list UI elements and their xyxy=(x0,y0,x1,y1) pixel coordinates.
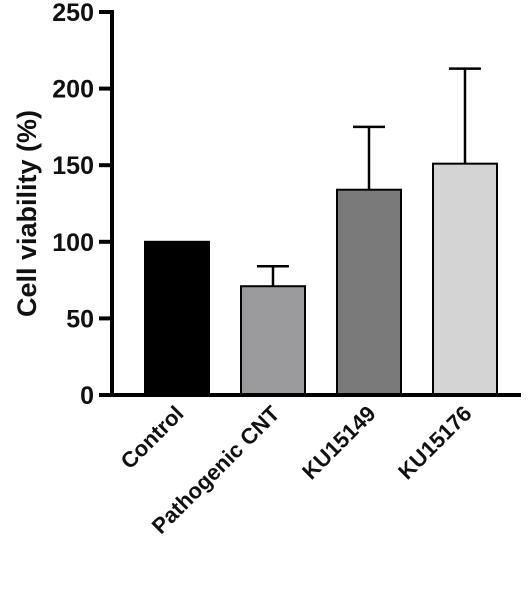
x-category-label: KU15176 xyxy=(393,401,476,484)
bar xyxy=(336,188,402,396)
y-axis-ticks: 0 50 100 150 200 250 xyxy=(52,0,112,410)
y-axis-title: Cell viability (%) xyxy=(12,110,42,317)
x-category-label: Control xyxy=(116,401,189,474)
error-bars xyxy=(257,67,481,287)
y-tick-label: 50 xyxy=(66,305,94,333)
y-tick-label: 150 xyxy=(52,152,94,180)
bar xyxy=(240,285,306,396)
y-tick-label: 0 xyxy=(80,382,94,410)
y-tick-label: 100 xyxy=(52,229,94,257)
bar xyxy=(144,240,210,396)
x-category-label: KU15149 xyxy=(297,401,380,484)
bars xyxy=(144,162,498,396)
bar xyxy=(432,162,498,396)
y-tick-label: 250 xyxy=(52,0,94,27)
y-tick-label: 200 xyxy=(52,76,94,104)
